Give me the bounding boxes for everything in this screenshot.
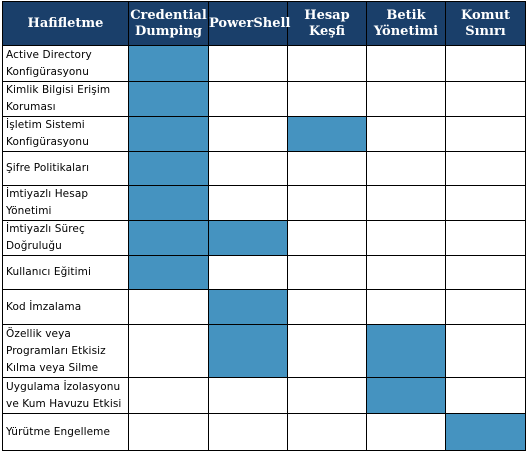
matrix-cell (366, 289, 446, 325)
matrix-cell-marked (128, 81, 209, 117)
matrix-cell (287, 324, 367, 378)
matrix-cell (208, 81, 288, 117)
matrix-cell (208, 377, 288, 414)
table-row: Uygulama İzolasyonu ve Kum Havuzu Etkisi (2, 377, 526, 414)
header-mitigation: Hafifletme (2, 1, 129, 46)
row-label: Active Directory Konfigürasyonu (2, 45, 129, 82)
matrix-cell (445, 151, 526, 186)
header-powershell: PowerShell (208, 1, 290, 46)
table-row: Kimlik Bilgisi Erişim Koruması (2, 81, 526, 117)
table-row: İşletim Sistemi Konfigürasyonu (2, 116, 526, 152)
matrix-cell-marked (208, 220, 288, 256)
matrix-cell-marked (208, 289, 288, 325)
matrix-cell (208, 255, 288, 290)
matrix-cell-marked (445, 413, 526, 451)
matrix-cell-marked (287, 116, 367, 152)
row-label: Kimlik Bilgisi Erişim Koruması (2, 81, 129, 117)
matrix-cell-marked (128, 220, 209, 256)
matrix-cell (366, 151, 446, 186)
matrix-cell (445, 255, 526, 290)
matrix-cell (445, 324, 526, 378)
table-row: Yürütme Engelleme (2, 413, 526, 451)
matrix-cell (287, 413, 367, 451)
matrix-cell-marked (366, 377, 446, 414)
matrix-body: Active Directory Konfigürasyonu Kimlik B… (2, 45, 526, 451)
matrix-cell-marked (128, 151, 209, 186)
matrix-cell (287, 185, 367, 221)
row-label: Uygulama İzolasyonu ve Kum Havuzu Etkisi (2, 377, 129, 414)
row-label: İmtiyazlı Hesap Yönetimi (2, 185, 129, 221)
table-row: Kod İmzalama (2, 289, 526, 325)
matrix-cell (445, 116, 526, 152)
matrix-cell-marked (128, 255, 209, 290)
matrix-cell (366, 116, 446, 152)
header-row: Hafifletme Credential Dumping PowerShell… (2, 1, 526, 46)
matrix-cell (287, 255, 367, 290)
matrix-cell-marked (128, 45, 209, 82)
matrix-cell (128, 289, 209, 325)
matrix-cell (445, 45, 526, 82)
matrix-cell (287, 151, 367, 186)
table-row: İmtiyazlı Süreç Doğruluğu (2, 220, 526, 256)
row-label: Özellik veya Programları Etkisiz Kılma v… (2, 324, 129, 378)
row-label: Şifre Politikaları (2, 151, 129, 186)
matrix-cell (208, 45, 288, 82)
header-script-management: Betik Yönetimi (366, 1, 446, 46)
matrix-cell-marked (366, 324, 446, 378)
matrix-cell (366, 81, 446, 117)
matrix-cell (445, 185, 526, 221)
matrix-cell (366, 413, 446, 451)
matrix-cell-marked (128, 185, 209, 221)
matrix-cell (445, 289, 526, 325)
matrix-cell (366, 220, 446, 256)
matrix-cell (445, 377, 526, 414)
matrix-cell (287, 220, 367, 256)
matrix-cell (287, 377, 367, 414)
matrix-cell (287, 45, 367, 82)
table-row: Şifre Politikaları (2, 151, 526, 186)
row-label: Kullanıcı Eğitimi (2, 255, 129, 290)
matrix-cell (128, 413, 209, 451)
matrix-cell (208, 151, 288, 186)
matrix-cell (128, 377, 209, 414)
row-label: Kod İmzalama (2, 289, 129, 325)
row-label: İmtiyazlı Süreç Doğruluğu (2, 220, 129, 256)
matrix-cell (366, 255, 446, 290)
table-row: İmtiyazlı Hesap Yönetimi (2, 185, 526, 221)
matrix-cell (445, 81, 526, 117)
header-command-line: Komut Sınırı (445, 1, 526, 46)
header-account-discovery: Hesap Keşfi (287, 1, 367, 46)
matrix-cell (208, 185, 288, 221)
table-row: Kullanıcı Eğitimi (2, 255, 526, 290)
matrix-cell (366, 185, 446, 221)
header-credential-dumping: Credential Dumping (128, 1, 209, 46)
matrix-cell (366, 45, 446, 82)
table-row: Active Directory Konfigürasyonu (2, 45, 526, 82)
matrix-cell (208, 116, 288, 152)
matrix-cell (287, 289, 367, 325)
matrix-cell (445, 220, 526, 256)
matrix-cell-marked (128, 116, 209, 152)
matrix-cell-marked (208, 324, 288, 378)
row-label: Yürütme Engelleme (2, 413, 129, 451)
matrix-cell (128, 324, 209, 378)
row-label: İşletim Sistemi Konfigürasyonu (2, 116, 129, 152)
matrix-cell (287, 81, 367, 117)
matrix-cell (208, 413, 288, 451)
table-row: Özellik veya Programları Etkisiz Kılma v… (2, 324, 526, 378)
